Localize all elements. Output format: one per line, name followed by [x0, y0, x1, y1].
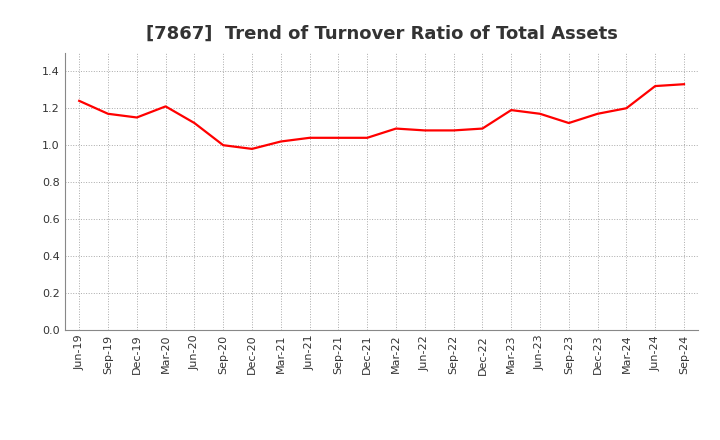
Title: [7867]  Trend of Turnover Ratio of Total Assets: [7867] Trend of Turnover Ratio of Total … [145, 25, 618, 43]
